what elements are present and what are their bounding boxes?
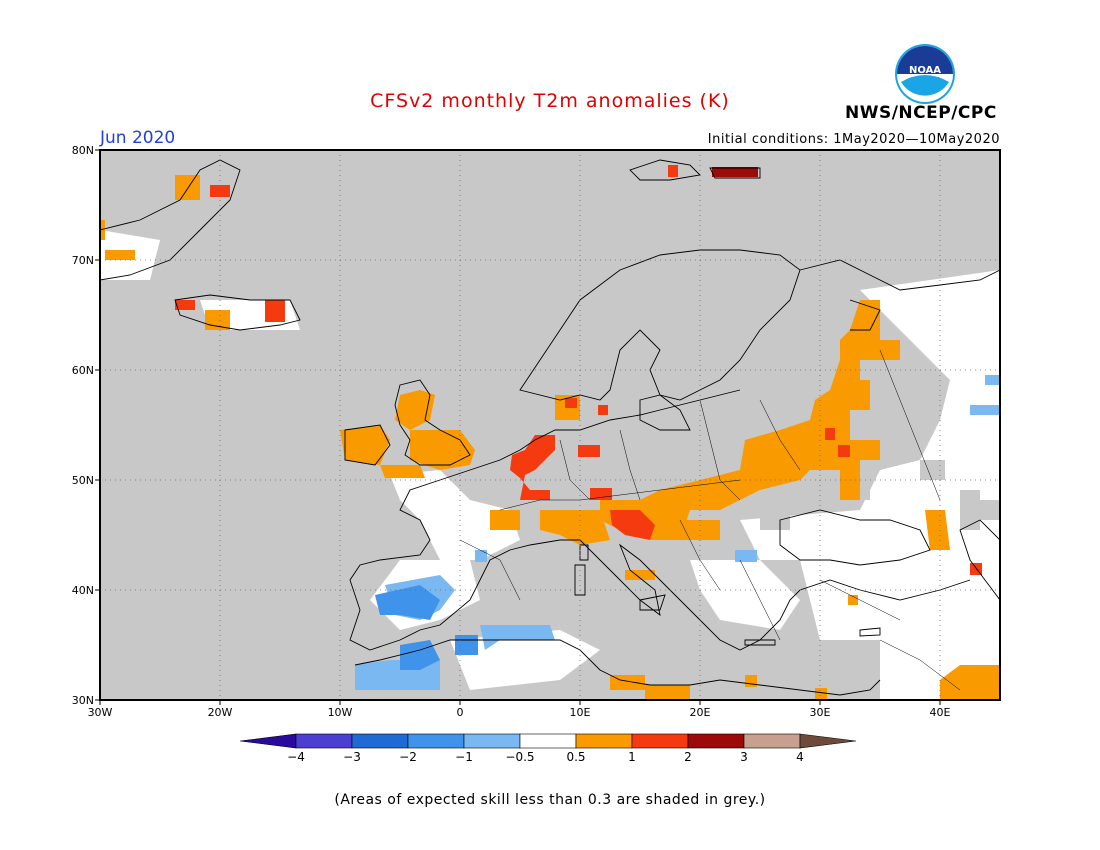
colorbar-swatch xyxy=(351,733,409,749)
colorbar-swatch xyxy=(463,733,521,749)
longitude-ticks: 30W 20W 10W 0 10E 20E 30E 40E xyxy=(88,700,951,719)
colorbar-swatch xyxy=(407,733,465,749)
colorbar-level-label: 1 xyxy=(628,750,636,764)
colorbar-swatch xyxy=(295,733,353,749)
warm-anomaly-1-2 xyxy=(175,165,982,575)
lat-tick-label: 50N xyxy=(72,474,94,487)
lon-tick-label: 30W xyxy=(88,706,113,719)
colorbar-level-label: −3 xyxy=(343,750,361,764)
colorbar-level-label: 4 xyxy=(796,750,804,764)
colorbar-swatch xyxy=(743,733,801,749)
graticule xyxy=(100,150,1000,700)
footnote: (Areas of expected skill less than 0.3 a… xyxy=(334,792,766,808)
lon-tick-label: 20W xyxy=(208,706,233,719)
colorbar-swatch xyxy=(519,733,577,749)
colorbar-max-triangle xyxy=(799,733,857,749)
lon-tick-label: 10E xyxy=(570,706,591,719)
agency-label: NWS/NCEP/CPC xyxy=(845,103,997,123)
lon-tick-label: 10W xyxy=(328,706,353,719)
map-title: CFSv2 monthly T2m anomalies (K) xyxy=(370,90,730,112)
neutral-anomaly-regions xyxy=(100,230,1000,700)
colorbar-level-label: 3 xyxy=(740,750,748,764)
lat-tick-label: 40N xyxy=(72,584,94,597)
colorbar-level-label: 2 xyxy=(684,750,692,764)
latitude-ticks: 30N 40N 50N 60N 70N 80N xyxy=(72,144,100,707)
initial-conditions: Initial conditions: 1May2020—10May2020 xyxy=(707,132,1000,147)
map-frame xyxy=(99,149,1001,701)
colorbar: −4 −3 −2 −1 −0.5 0.5 1 2 3 4 xyxy=(239,733,857,764)
lat-tick-label: 30N xyxy=(72,694,94,707)
warm-anomaly-2-3 xyxy=(712,167,758,177)
colorbar-level-label: −4 xyxy=(287,750,305,764)
noaa-logo: NOAA xyxy=(895,44,955,104)
colorbar-level-label: −0.5 xyxy=(505,750,534,764)
colorbar-level-label: −2 xyxy=(399,750,417,764)
forecast-month: Jun 2020 xyxy=(100,128,176,148)
cool-anomaly-1-2 xyxy=(375,585,478,670)
lat-tick-label: 60N xyxy=(72,364,94,377)
colorbar-min-triangle xyxy=(239,733,297,749)
lon-tick-label: 20E xyxy=(690,706,711,719)
lon-tick-label: 0 xyxy=(457,706,464,719)
colorbar-swatch xyxy=(575,733,633,749)
lat-tick-label: 70N xyxy=(72,254,94,267)
noaa-logo-text: NOAA xyxy=(909,65,941,76)
lon-tick-label: 40E xyxy=(930,706,951,719)
colorbar-level-label: −1 xyxy=(455,750,473,764)
colorbar-level-label: 0.5 xyxy=(566,750,585,764)
colorbar-swatch xyxy=(687,733,745,749)
lat-tick-label: 80N xyxy=(72,144,94,157)
lon-tick-label: 30E xyxy=(810,706,831,719)
colorbar-swatch xyxy=(631,733,689,749)
